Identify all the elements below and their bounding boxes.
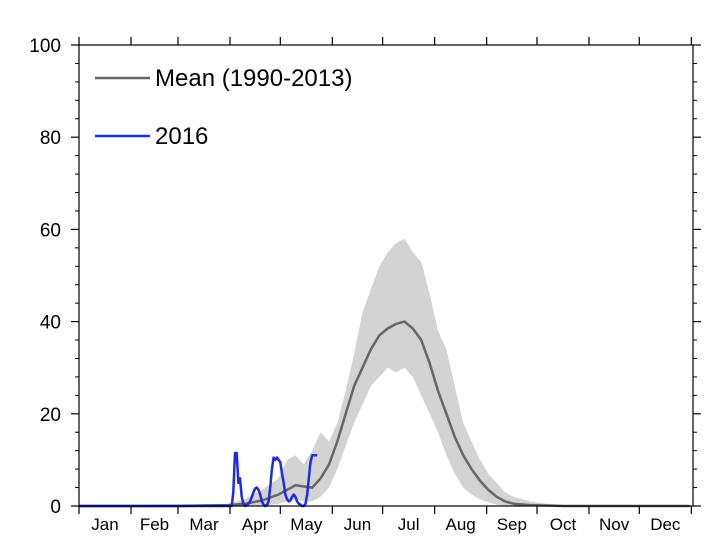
- month-label: Dec: [650, 515, 681, 534]
- month-label: Nov: [599, 515, 630, 534]
- y-tick-label: 20: [40, 405, 61, 426]
- month-label: Jul: [398, 515, 420, 534]
- month-label: Sep: [497, 515, 527, 534]
- y-tick-label: 0: [50, 497, 61, 518]
- axes: [71, 37, 701, 514]
- legend: Mean (1990-2013) 2016: [95, 65, 352, 150]
- month-label: Apr: [242, 515, 269, 534]
- month-label: Mar: [189, 515, 219, 534]
- tick-labels: 0 20 40 60 80 100 Jan Feb Mar Apr May Jun Jul Aug Sep O…: [29, 36, 681, 534]
- mean-range-band-layer: [79, 238, 690, 506]
- mean-range-band: [79, 238, 690, 506]
- month-label: Aug: [446, 515, 476, 534]
- month-label: May: [290, 515, 323, 534]
- month-label: Jan: [91, 515, 118, 534]
- y-tick-label: 40: [40, 313, 61, 334]
- month-label: Feb: [140, 515, 169, 534]
- legend-mean-label: Mean (1990-2013): [155, 65, 352, 92]
- month-label: Oct: [550, 515, 577, 534]
- month-label: Jun: [344, 515, 371, 534]
- y-tick-label: 80: [40, 128, 61, 149]
- mean-line: [79, 320, 690, 508]
- y-tick-label: 60: [40, 220, 61, 241]
- legend-2016-label: 2016: [155, 123, 208, 150]
- plot-frame: [78, 44, 694, 507]
- y-tick-label: 100: [29, 36, 61, 57]
